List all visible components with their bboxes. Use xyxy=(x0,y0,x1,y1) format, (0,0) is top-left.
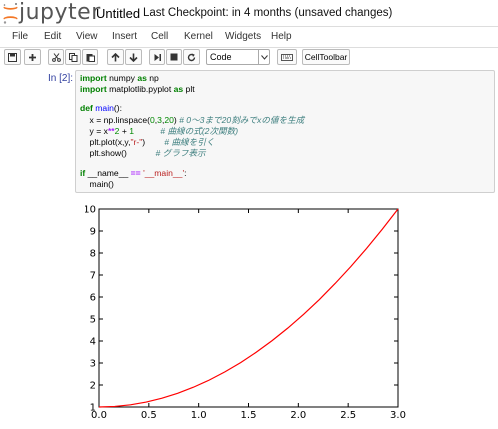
paste-button[interactable] xyxy=(82,49,98,65)
menu-file[interactable]: File xyxy=(12,31,29,42)
y-tick-label: 1 xyxy=(90,403,96,414)
y-tick-label: 6 xyxy=(90,293,96,304)
y-tick-label: 3 xyxy=(90,359,96,370)
menu-cell[interactable]: Cell xyxy=(151,31,169,42)
x-tick-label: 1.5 xyxy=(241,410,257,421)
x-tick-label: 1.0 xyxy=(191,410,207,421)
code-line-2: import matplotlib.pyplot as plt xyxy=(80,84,195,94)
x-tick-label: 0.5 xyxy=(141,410,157,421)
code-line-1: import numpy as np xyxy=(80,73,159,83)
y-tick-label: 9 xyxy=(90,227,96,238)
code-line-5: x = np.linspace(0,3,20) # 0〜3まで20刻みでxの値を… xyxy=(80,115,305,125)
cell-type-value: Code xyxy=(210,52,232,62)
move-down-icon xyxy=(129,53,138,62)
plot-output: 0.0 0.5 1.0 1.5 2.0 2.5 3.0 1 2 3 4 5 6 7 8 9 10 xyxy=(85,205,406,422)
plot-axes-frame xyxy=(98,208,399,408)
cell-prompt: In [2]: xyxy=(48,73,74,84)
menu-bar: File Edit View Insert Cell Kernel Widget… xyxy=(0,26,498,48)
cut-icon xyxy=(51,52,61,62)
stop-button[interactable] xyxy=(166,49,182,65)
keyboard-icon xyxy=(281,53,293,61)
run-icon xyxy=(154,53,161,61)
menu-kernel[interactable]: Kernel xyxy=(184,31,213,42)
menu-widgets[interactable]: Widgets xyxy=(225,31,262,42)
restart-button[interactable] xyxy=(183,49,200,65)
restart-icon xyxy=(187,53,196,61)
menu-edit[interactable]: Edit xyxy=(44,31,62,42)
insert-cell-button[interactable] xyxy=(24,49,41,65)
jupyter-logo-icon xyxy=(3,3,18,24)
menu-help[interactable]: Help xyxy=(271,31,292,42)
plus-icon xyxy=(29,53,36,61)
code-line-6: y = x**2 + 1 # 曲線の式(2次関数) xyxy=(80,126,239,136)
menu-view[interactable]: View xyxy=(76,31,98,42)
code-cell-editor[interactable]: import numpy as np import matplotlib.pyp… xyxy=(75,70,495,193)
notebook-header: jupyter Untitled Last Checkpoint: in 4 m… xyxy=(0,0,498,26)
cell-type-select[interactable]: Code xyxy=(206,49,270,65)
cut-button[interactable] xyxy=(48,49,64,65)
code-line-7: plt.plot(x,y,"r-") # 曲線を引く xyxy=(80,137,215,147)
jupyter-logo-text[interactable]: jupyter xyxy=(19,0,101,25)
run-button[interactable] xyxy=(149,49,165,65)
celltoolbar-label: CellToolbar xyxy=(304,52,348,62)
copy-icon xyxy=(68,52,77,62)
stop-icon xyxy=(170,53,178,61)
move-up-icon xyxy=(111,52,120,61)
x-tick-label: 2.5 xyxy=(340,410,356,421)
x-tick-label: 0.0 xyxy=(91,410,107,421)
x-tick-label: 2.0 xyxy=(290,410,306,421)
checkpoint-status: Last Checkpoint: in 4 months (unsaved ch… xyxy=(143,7,393,19)
move-up-button[interactable] xyxy=(107,49,124,65)
code-line-8: plt.show() # グラフ表示 xyxy=(80,148,206,158)
code-line-4: def main(): xyxy=(80,103,123,113)
y-tick-label: 7 xyxy=(90,271,96,282)
y-tick-label: 4 xyxy=(90,337,96,348)
y-tick-label: 2 xyxy=(90,381,96,392)
save-button[interactable] xyxy=(4,49,21,65)
move-down-button[interactable] xyxy=(125,49,142,65)
code-line-10: if __name__ == '__main__': xyxy=(80,168,187,178)
notebook-title[interactable]: Untitled xyxy=(96,6,141,21)
celltoolbar-button[interactable]: CellToolbar xyxy=(302,49,350,65)
y-tick-label: 8 xyxy=(90,249,96,260)
save-icon xyxy=(8,52,17,62)
chevron-down-icon xyxy=(258,50,269,64)
toolbar: Code CellToolbar xyxy=(0,47,498,69)
y-tick-label: 5 xyxy=(90,315,96,326)
menu-insert[interactable]: Insert xyxy=(112,31,138,42)
y-tick-label: 10 xyxy=(85,205,96,216)
x-tick-label: 3.0 xyxy=(390,410,406,421)
code-line-11: main() xyxy=(80,179,114,189)
command-palette-button[interactable] xyxy=(277,49,297,65)
series-line xyxy=(98,208,399,408)
paste-icon xyxy=(86,53,95,62)
copy-button[interactable] xyxy=(65,49,81,65)
